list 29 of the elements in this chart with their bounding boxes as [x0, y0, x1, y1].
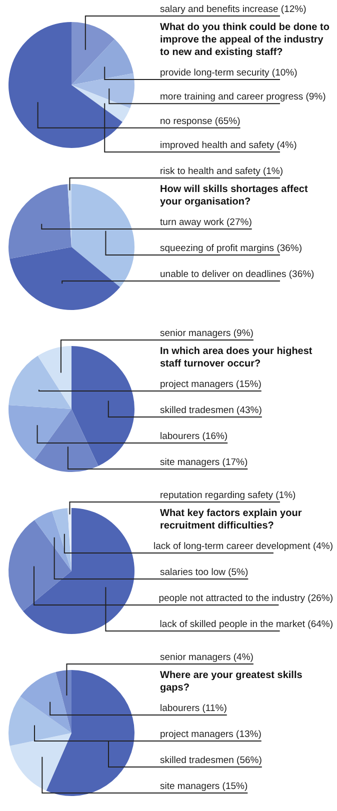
slice-label: no response (65%)	[160, 116, 240, 127]
text: What key factors explain your recruitment difficulties?	[160, 508, 302, 532]
slice-label: reputation regarding safety (1%)	[160, 490, 296, 501]
slice-label: lack of long-term career development (4%)	[153, 541, 334, 552]
slice-label: salaries too low (5%)	[160, 567, 248, 578]
slice-label: people not attracted to the industry (26%)	[158, 593, 334, 604]
slice-label: improved health and safety (4%)	[160, 140, 297, 151]
slice-label: senior managers (4%)	[160, 652, 254, 663]
slice-label: risk to health and safety (1%)	[160, 166, 284, 177]
slice-label: unable to deliver on deadlines (36%)	[160, 269, 314, 280]
slice-label: project managers (15%)	[160, 379, 262, 390]
text: What do you think could be done to improve the appeal of the industry to new and existing staff?	[160, 22, 330, 58]
slice-label: more training and career progress (9%)	[160, 92, 326, 103]
slice-label: senior managers (9%)	[160, 328, 254, 339]
slice-label: labourers (16%)	[160, 431, 228, 442]
slice-label: project managers (13%)	[160, 729, 262, 740]
slice-label: site managers (17%)	[160, 457, 248, 468]
slice-label: labourers (11%)	[160, 703, 227, 714]
slice-label: turn away work (27%)	[160, 217, 252, 228]
slice-label: provide long-term security (10%)	[160, 68, 298, 78]
slice-label: squeezing of profit margins (36%)	[160, 243, 302, 254]
slice-label: site managers (15%)	[160, 781, 248, 792]
text: In which area does your highest staff turnover occur?	[160, 346, 313, 370]
slice-label: skilled tradesmen (43%)	[160, 405, 262, 416]
slice-label: lack of skilled people in the market (64%)	[160, 619, 334, 630]
slice-label: salary and benefits increase (12%)	[160, 4, 306, 15]
slice-label: skilled tradesmen (56%)	[160, 755, 262, 766]
text: Where are your greatest skills gaps?	[160, 670, 303, 694]
text: How will skills shortages affect your organisation?	[160, 184, 308, 208]
